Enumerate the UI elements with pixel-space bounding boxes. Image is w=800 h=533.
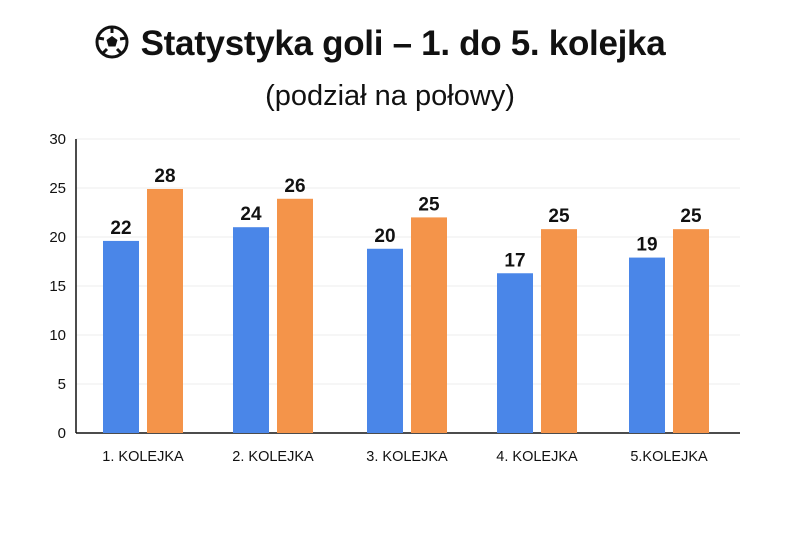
x-category-label: 3. KOLEJKA <box>366 449 448 465</box>
bar-second-half <box>541 229 577 433</box>
y-tick-label: 25 <box>49 180 66 197</box>
bar-first-half <box>497 273 533 433</box>
data-label: 25 <box>680 206 702 227</box>
bar-first-half <box>233 227 269 433</box>
bar-second-half <box>411 217 447 433</box>
bar-second-half <box>147 188 183 433</box>
bar-first-half <box>367 248 403 433</box>
bar-second-half <box>277 198 313 433</box>
data-label: 20 <box>374 226 395 247</box>
x-category-label: 1. KOLEJKA <box>102 449 184 465</box>
x-category-label: 4. KOLEJKA <box>496 449 578 465</box>
y-tick-label: 5 <box>58 376 66 393</box>
data-label: 19 <box>636 235 657 256</box>
bar-first-half <box>103 240 139 433</box>
data-label: 26 <box>284 176 305 197</box>
y-tick-label: 30 <box>49 131 66 148</box>
chart-subtitle: (podział na połowy) <box>265 80 515 112</box>
y-tick-label: 15 <box>49 278 66 295</box>
chart-title-text: Statystyka goli – 1. do 5. kolejka <box>140 24 666 63</box>
bar-second-half <box>673 229 709 433</box>
y-tick-label: 10 <box>49 327 66 344</box>
data-label: 17 <box>504 250 525 271</box>
x-category-label: 5.KOLEJKA <box>630 449 708 465</box>
data-label: 22 <box>110 218 131 239</box>
chart-title: Statystyka goli – 1. do 5. kolejka <box>0 24 760 68</box>
data-label: 28 <box>154 166 175 187</box>
y-tick-label: 20 <box>49 229 66 246</box>
data-label: 25 <box>418 194 440 215</box>
data-label: 24 <box>240 204 262 225</box>
x-category-label: 2. KOLEJKA <box>232 449 314 465</box>
y-tick-label: 0 <box>58 425 66 442</box>
bar-first-half <box>629 257 665 433</box>
data-label: 25 <box>548 206 570 227</box>
soccer-ball-icon <box>95 25 129 68</box>
